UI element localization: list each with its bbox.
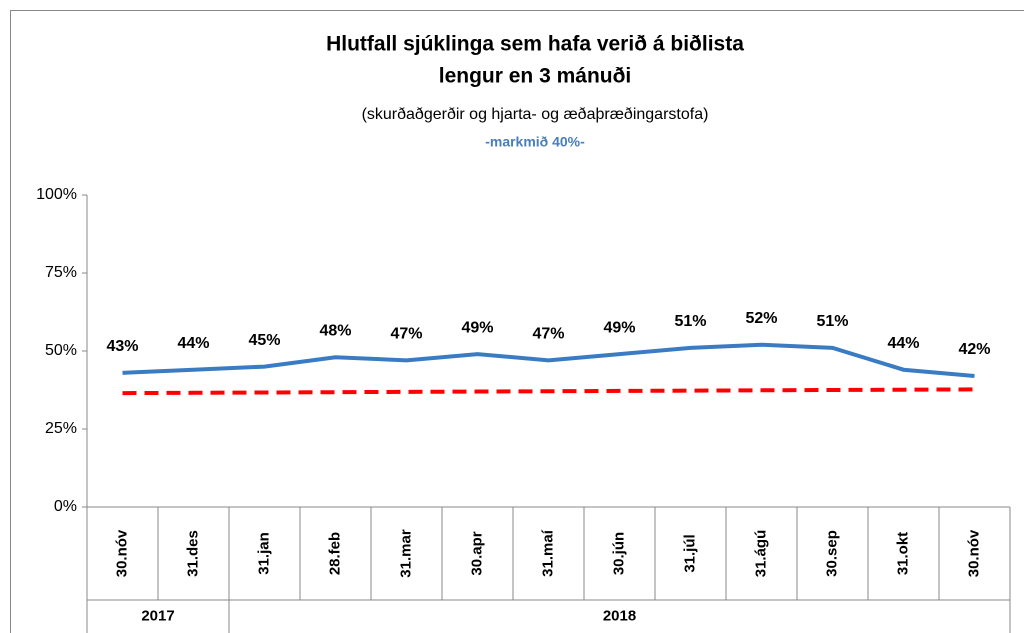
x-group-label: 2017 bbox=[141, 607, 174, 624]
data-label: 51% bbox=[816, 313, 848, 330]
x-tick-label: 28.feb bbox=[326, 532, 343, 575]
data-label: 45% bbox=[248, 332, 280, 349]
y-tick-label: 75% bbox=[45, 264, 77, 281]
x-tick-label: 31.maí bbox=[539, 529, 556, 577]
x-tick-label: 31.des bbox=[184, 530, 201, 577]
data-label: 44% bbox=[177, 335, 209, 352]
x-group-label: 2018 bbox=[603, 607, 636, 624]
chart-frame bbox=[10, 10, 1024, 633]
x-tick-label: 31.jan bbox=[255, 532, 272, 575]
y-tick-label: 50% bbox=[45, 342, 77, 359]
x-tick-label: 30.jún bbox=[610, 532, 627, 575]
data-label: 42% bbox=[958, 341, 990, 358]
data-label: 52% bbox=[745, 310, 777, 327]
chart-subtitle: (skurðaðgerðir og hjarta- og æðaþræðinga… bbox=[362, 106, 709, 123]
y-tick-label: 100% bbox=[36, 186, 77, 203]
x-tick-label: 31.ágú bbox=[752, 530, 769, 578]
y-tick-label: 25% bbox=[45, 420, 77, 437]
data-label: 44% bbox=[887, 335, 919, 352]
data-label: 49% bbox=[603, 319, 635, 336]
chart-title: Hlutfall sjúklinga sem hafa verið á biðl… bbox=[326, 33, 744, 56]
x-tick-label: 30.nóv bbox=[113, 529, 130, 577]
data-label: 49% bbox=[461, 319, 493, 336]
chart-title: lengur en 3 mánuði bbox=[439, 65, 632, 88]
y-tick-label: 0% bbox=[54, 498, 77, 515]
x-tick-label: 30.apr bbox=[468, 531, 485, 575]
data-label: 51% bbox=[674, 313, 706, 330]
x-tick-label: 31.mar bbox=[397, 529, 414, 578]
target-line bbox=[122, 387, 975, 396]
x-tick-label: 31.okt bbox=[894, 532, 911, 575]
data-label: 47% bbox=[532, 326, 564, 343]
data-label: 47% bbox=[390, 326, 422, 343]
x-tick-label: 31.júl bbox=[681, 534, 698, 572]
annotation: -markmið 40%- bbox=[485, 134, 585, 150]
data-label: 48% bbox=[319, 322, 351, 339]
data-label: 43% bbox=[106, 338, 138, 355]
data-line bbox=[122, 342, 975, 378]
x-tick-label: 30.sep bbox=[823, 530, 840, 577]
x-tick-label: 30.nóv bbox=[965, 529, 982, 577]
